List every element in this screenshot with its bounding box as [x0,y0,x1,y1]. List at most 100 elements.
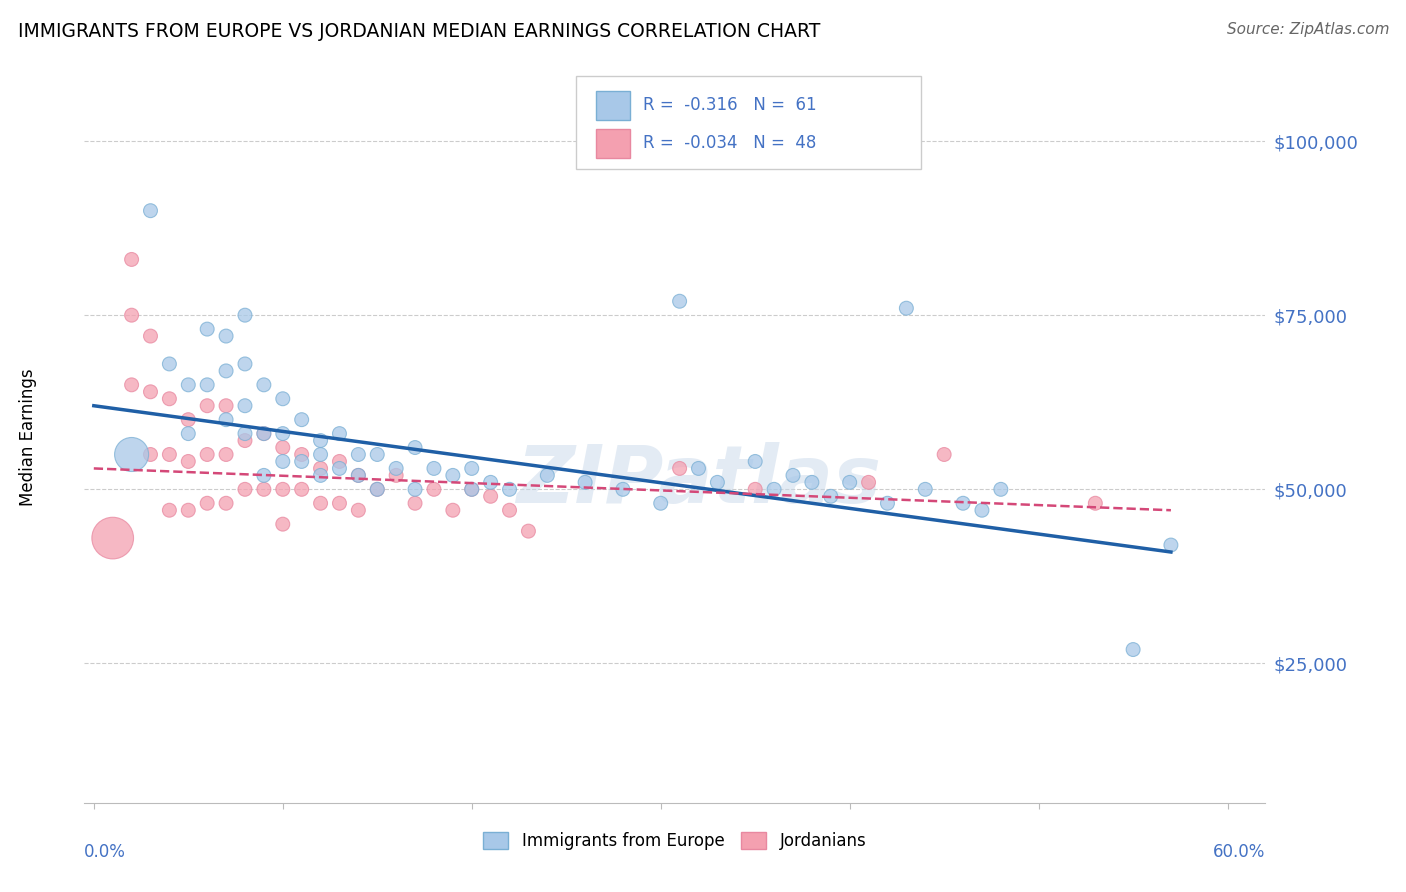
Text: 0.0%: 0.0% [84,843,127,861]
Point [441,503,464,517]
Point [347,503,370,517]
Text: R =  -0.316   N =  61: R = -0.316 N = 61 [643,95,815,113]
Point [271,483,294,497]
Point [309,496,332,510]
Legend: Immigrants from Europe, Jordanians: Immigrants from Europe, Jordanians [477,825,873,856]
Point [195,448,218,462]
Text: R =  -0.034   N =  48: R = -0.034 N = 48 [643,134,815,152]
Point [157,448,180,462]
Point [404,483,426,497]
Point [177,426,200,441]
Point [800,475,823,490]
Point [650,496,672,510]
Point [612,483,634,497]
Point [195,322,218,336]
Text: Source: ZipAtlas.com: Source: ZipAtlas.com [1226,22,1389,37]
Text: ZIPatlas: ZIPatlas [516,442,882,520]
Text: Median Earnings: Median Earnings [18,368,37,506]
Point [688,461,710,475]
Point [271,392,294,406]
Point [253,426,276,441]
Point [121,377,143,392]
Point [271,454,294,468]
Point [744,454,766,468]
Point [328,454,350,468]
Point [215,496,238,510]
Point [366,483,388,497]
Point [253,468,276,483]
Point [498,503,520,517]
Point [233,483,256,497]
Point [139,448,162,462]
Point [233,399,256,413]
Point [215,329,238,343]
Point [233,308,256,322]
Point [574,475,596,490]
Point [215,412,238,426]
Point [668,461,690,475]
Point [934,448,956,462]
Point [820,489,842,503]
Point [744,483,766,497]
Point [706,475,728,490]
Point [385,468,408,483]
Point [271,426,294,441]
Point [896,301,918,316]
Point [121,308,143,322]
Point [498,483,520,497]
Point [177,454,200,468]
Point [271,517,294,532]
Point [157,392,180,406]
Point [876,496,898,510]
Point [309,468,332,483]
Point [763,483,786,497]
Point [309,448,332,462]
Point [271,441,294,455]
Point [366,483,388,497]
Point [990,483,1012,497]
Point [328,426,350,441]
Point [215,364,238,378]
Point [215,448,238,462]
Point [233,357,256,371]
Point [385,461,408,475]
Point [139,384,162,399]
Point [404,441,426,455]
Point [952,496,974,510]
Point [253,377,276,392]
Point [309,461,332,475]
Point [121,448,143,462]
Point [536,468,558,483]
Point [233,434,256,448]
Point [177,503,200,517]
Point [423,461,446,475]
Point [328,461,350,475]
Point [914,483,936,497]
Point [139,329,162,343]
Point [517,524,540,538]
Point [157,357,180,371]
Point [139,203,162,218]
Point [441,468,464,483]
Point [479,489,502,503]
Point [291,412,314,426]
Point [347,468,370,483]
Point [101,531,124,545]
Point [215,399,238,413]
Point [121,252,143,267]
Point [157,503,180,517]
Point [291,448,314,462]
Point [177,412,200,426]
Point [1122,642,1144,657]
Point [461,483,484,497]
Point [858,475,880,490]
Point [347,448,370,462]
Point [195,399,218,413]
Point [668,294,690,309]
Point [309,434,332,448]
Point [461,483,484,497]
Point [461,461,484,475]
Text: IMMIGRANTS FROM EUROPE VS JORDANIAN MEDIAN EARNINGS CORRELATION CHART: IMMIGRANTS FROM EUROPE VS JORDANIAN MEDI… [18,22,821,41]
Point [347,468,370,483]
Point [366,448,388,462]
